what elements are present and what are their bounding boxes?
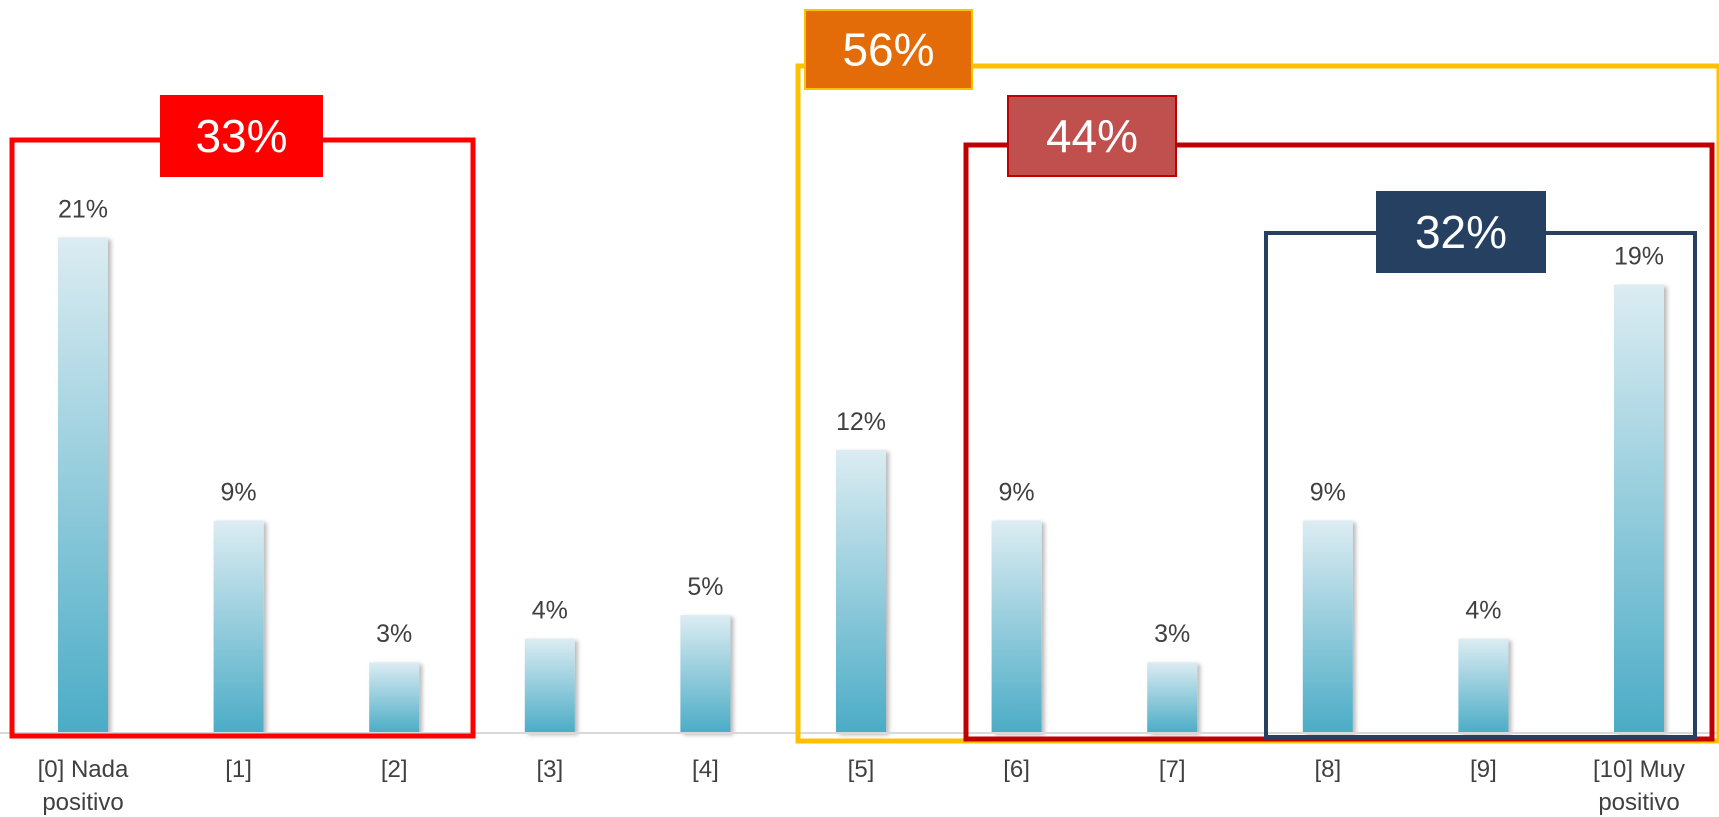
group-bracket-1	[795, 63, 1719, 744]
group-label-2: 44%	[1046, 110, 1138, 162]
group-label-box-0	[160, 95, 323, 177]
bar-value-label-3: 4%	[532, 597, 568, 625]
bar-6	[991, 520, 1042, 733]
category-label-1: [1]	[225, 756, 252, 783]
category-label-0: [0] Nada positivo	[38, 756, 129, 816]
bar-value-label-2: 3%	[376, 620, 412, 648]
bar-value-label-8: 9%	[1310, 479, 1346, 507]
group-label-3: 32%	[1415, 206, 1507, 258]
bar-value-label-7: 3%	[1154, 620, 1190, 648]
bar-5	[836, 449, 886, 733]
bar-3	[524, 638, 575, 733]
category-label-6: [6]	[1003, 756, 1030, 783]
bar-9	[1458, 638, 1509, 733]
category-label-9: [9]	[1470, 756, 1497, 783]
bar-value-label-0: 21%	[58, 195, 108, 223]
bar-value-label-4: 5%	[687, 573, 723, 601]
category-label-4: [4]	[692, 756, 719, 783]
group-label-box-1	[804, 9, 973, 90]
bar-value-label-9: 4%	[1465, 597, 1501, 625]
category-label-7: [7]	[1159, 756, 1186, 783]
group-label-0: 33%	[195, 110, 287, 162]
category-label-3: [3]	[536, 756, 563, 783]
category-label-2: [2]	[381, 756, 408, 783]
bar-10	[1614, 284, 1664, 733]
bar-2	[369, 662, 420, 733]
bar-1	[213, 520, 264, 733]
group-label-box-2	[1007, 95, 1177, 177]
bar-value-label-5: 12%	[836, 408, 886, 436]
category-label-10: [10] Muy positivo	[1593, 756, 1685, 816]
bar-7	[1147, 662, 1198, 733]
bar-4	[680, 615, 731, 733]
group-label-box-3	[1376, 191, 1546, 273]
bar-value-label-10: 19%	[1614, 243, 1664, 271]
category-label-8: [8]	[1314, 756, 1341, 783]
bar-0	[58, 237, 108, 733]
bar-8	[1302, 520, 1353, 733]
category-label-5: [5]	[848, 756, 875, 783]
group-label-1: 56%	[842, 24, 934, 76]
bar-value-label-1: 9%	[221, 479, 257, 507]
bar-value-label-6: 9%	[999, 479, 1035, 507]
